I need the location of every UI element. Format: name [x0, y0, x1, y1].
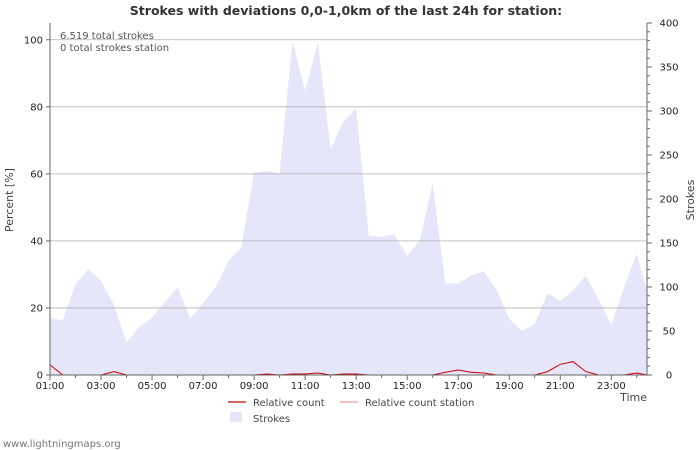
- right-tick-label-50: 50: [663, 327, 676, 338]
- station-strokes-note: 0 total strokes station: [60, 43, 169, 54]
- x-tick-label-0100: 01:00: [36, 381, 65, 392]
- legend: Relative count Relative count station St…: [228, 398, 474, 425]
- right-tick-label-100: 100: [659, 283, 678, 294]
- right-tick-label-250: 250: [659, 151, 678, 162]
- right-tick-label-200: 200: [659, 195, 678, 206]
- x-tick-label-0500: 05:00: [138, 381, 167, 392]
- legend-strokes-swatch: [230, 412, 242, 422]
- plot-area: [49, 23, 648, 376]
- right-tick-label-300: 300: [659, 107, 678, 118]
- right-axis-title: Strokes: [684, 179, 697, 220]
- site-footer: www.lightningmaps.org: [3, 439, 121, 450]
- x-tick-label-2100: 21:00: [546, 381, 575, 392]
- x-tick-label-0900: 09:00: [240, 381, 269, 392]
- chart-title: Strokes with deviations 0,0-1,0km of the…: [130, 3, 562, 18]
- right-tick-label-0: 0: [666, 371, 672, 382]
- x-tick-label-1300: 13:00: [342, 381, 371, 392]
- strokes-area: [50, 40, 647, 375]
- right-tick-label-350: 350: [659, 63, 678, 74]
- right-tick-label-150: 150: [659, 239, 678, 250]
- x-axis: 01:00 03:00 05:00 07:00 09:00 11:00 13:00 15:00…: [36, 375, 638, 392]
- x-tick-label-1900: 19:00: [495, 381, 524, 392]
- left-tick-label-80: 80: [30, 102, 43, 113]
- left-tick-label-100: 100: [24, 35, 43, 46]
- right-axis: 0 50 100 150 200 250 300 350 400: [647, 19, 679, 382]
- left-tick-label-20: 20: [30, 303, 43, 314]
- legend-strokes-label: Strokes: [253, 414, 290, 425]
- left-tick-label-0: 0: [37, 371, 43, 382]
- strokes-area-layer: [50, 40, 647, 375]
- x-axis-title: Time: [619, 391, 647, 404]
- total-strokes-note: 6.519 total strokes: [60, 31, 154, 42]
- right-tick-label-400: 400: [659, 19, 678, 30]
- x-tick-label-0700: 07:00: [189, 381, 218, 392]
- x-tick-label-1700: 17:00: [444, 381, 473, 392]
- left-axis-title: Percent [%]: [3, 168, 16, 232]
- x-tick-label-1100: 11:00: [291, 381, 320, 392]
- left-tick-label-40: 40: [30, 236, 43, 247]
- legend-relative-count-station-label: Relative count station: [365, 398, 474, 409]
- gridlines: [50, 39, 647, 309]
- x-tick-label-2300: 23:00: [597, 381, 626, 392]
- left-axis: 0 20 40 60 80 100: [24, 35, 50, 382]
- left-tick-label-60: 60: [30, 169, 43, 180]
- x-tick-label-1500: 15:00: [393, 381, 422, 392]
- legend-relative-count-label: Relative count: [253, 398, 325, 409]
- x-tick-label-0300: 03:00: [87, 381, 116, 392]
